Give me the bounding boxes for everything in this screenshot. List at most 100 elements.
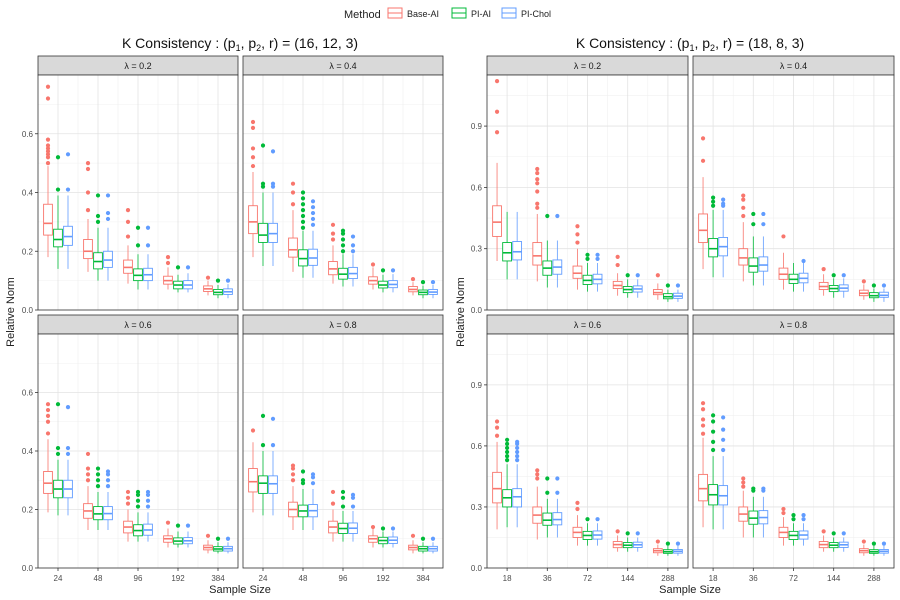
outlier-c0-f3-pi-chol-2-0 <box>350 504 356 509</box>
outlier-c1-f2-base-ai-1-2 <box>535 468 540 473</box>
box-body-c1-f3-base-ai-0 <box>698 473 708 502</box>
outlier-c1-f2-pi-chol-0-0 <box>515 458 520 463</box>
box-c0-f0-base-ai-2 <box>123 208 133 284</box>
box-c0-f1-base-ai-2 <box>328 222 338 284</box>
outlier-c0-f0-base-ai-0-0 <box>45 161 51 166</box>
outlier-c1-f1-base-ai-1-0 <box>741 213 746 219</box>
box-c0-f1-pi-chol-2 <box>348 234 358 287</box>
legend-label-base-ai: Base-AI <box>407 9 439 19</box>
box-c1-f1-pi-ai-3 <box>828 273 839 298</box>
outlier-c1-f3-base-ai-4-0 <box>861 539 866 544</box>
facet-border-c1-f0 <box>486 74 689 311</box>
outlier-c1-f0-pi-ai-2-0 <box>585 256 590 262</box>
outlier-c0-f2-pi-ai-0-1 <box>55 445 61 451</box>
facet-strip-label-c1-f1: λ = 0.4 <box>780 61 807 71</box>
box-c1-f0-pi-chol-1 <box>552 213 563 288</box>
box-c0-f2-pi-ai-1 <box>93 466 103 530</box>
y-tick-label-c0-f0-1: 0.2 <box>22 247 34 256</box>
outlier-c0-f0-base-ai-1-2 <box>85 166 91 172</box>
outlier-c0-f3-pi-ai-0-0 <box>260 443 266 448</box>
outlier-c0-f2-base-ai-3-0 <box>165 520 171 525</box>
outlier-c0-f1-base-ai-0-2 <box>250 146 256 151</box>
outlier-c0-f2-pi-ai-1-0 <box>95 484 101 489</box>
box-c1-f1-pi-ai-0 <box>708 195 718 278</box>
outlier-c0-f1-pi-chol-4-0 <box>430 279 436 285</box>
outlier-c1-f0-pi-ai-2-1 <box>585 252 590 257</box>
outlier-c1-f0-base-ai-3-0 <box>615 262 620 268</box>
chart-title-right-prefix: K Consistency : (p <box>576 35 690 51</box>
box-c1-f1-base-ai-4 <box>858 279 869 300</box>
chart-title-left-prefix: K Consistency : (p <box>122 35 236 51</box>
outlier-c0-f2-pi-chol-2-3 <box>145 489 151 495</box>
chart-title-right: K Consistency : (p1, p2, r) = (18, 8, 3) <box>576 35 804 53</box>
outlier-c1-f0-base-ai-3-1 <box>615 254 620 259</box>
outlier-c1-f2-pi-chol-4-0 <box>675 541 681 546</box>
outlier-c1-f2-pi-ai-4-0 <box>665 541 671 546</box>
outlier-c0-f0-base-ai-0-1 <box>45 155 51 160</box>
facet-panel-c0-f3: λ = 0.8 24 48 96 192 384 <box>242 314 444 583</box>
box-c1-f2-base-ai-4 <box>652 539 663 556</box>
outlier-c1-f2-base-ai-1-0 <box>535 476 540 481</box>
outlier-c0-f2-pi-ai-2-1 <box>135 498 141 503</box>
outlier-c0-f1-pi-chol-2-1 <box>350 243 356 248</box>
box-c1-f0-base-ai-4 <box>652 273 663 300</box>
outlier-c0-f3-base-ai-4-0 <box>410 533 416 538</box>
outlier-c0-f1-pi-ai-2-2 <box>340 237 346 242</box>
outlier-c1-f1-base-ai-1-3 <box>741 193 746 198</box>
facet-strip-label-c0-f1: λ = 0.4 <box>329 61 356 71</box>
outlier-c0-f3-pi-chol-1-0 <box>310 481 316 486</box>
box-body-c1-f0-base-ai-2 <box>572 265 583 279</box>
box-c0-f3-pi-chol-4 <box>428 536 438 554</box>
outlier-c0-f3-base-ai-1-3 <box>290 463 296 468</box>
outlier-c0-f1-pi-ai-1-5 <box>300 196 306 201</box>
box-c1-f1-pi-ai-4 <box>869 283 879 302</box>
y-tick-label-c1-f2-1: 0.3 <box>471 503 483 512</box>
box-c0-f2-pi-ai-4 <box>213 536 223 554</box>
outlier-c0-f1-pi-ai-1-1 <box>300 219 306 224</box>
x-tick-label-c0-f2-1: 48 <box>94 574 103 583</box>
x-tick-label-c1-f3-3: 144 <box>827 574 841 583</box>
outlier-c0-f1-pi-ai-0-2 <box>260 143 266 148</box>
x-tick-label-c1-f3-1: 36 <box>749 574 758 583</box>
outlier-c0-f0-base-ai-2-0 <box>125 234 131 239</box>
outlier-c0-f0-pi-chol-2-0 <box>145 243 151 248</box>
box-c0-f2-base-ai-0 <box>43 402 53 513</box>
outlier-c0-f2-pi-chol-0-1 <box>65 445 71 451</box>
outlier-c0-f2-pi-chol-3-0 <box>185 523 191 528</box>
facet-panels: λ = 0.2 0.0 0.2 0.4 0.6 λ = 0.4 λ = 0.6 0.0 0.2 0… <box>22 55 895 583</box>
box-c1-f1-pi-ai-2 <box>788 263 799 292</box>
box-c0-f1-pi-chol-3 <box>388 268 398 293</box>
box-c0-f0-base-ai-0 <box>43 84 53 258</box>
outlier-c0-f2-pi-chol-2-2 <box>145 492 151 497</box>
outlier-c1-f1-pi-chol-3-0 <box>841 273 846 278</box>
box-c1-f1-pi-chol-1 <box>758 211 769 286</box>
outlier-c1-f3-base-ai-0-3 <box>700 407 706 412</box>
outlier-c0-f1-base-ai-1-0 <box>290 202 296 207</box>
outlier-c1-f1-pi-ai-1-0 <box>751 222 756 227</box>
outlier-c1-f1-pi-chol-0-2 <box>721 197 726 202</box>
outlier-c0-f3-pi-ai-4-0 <box>420 536 426 541</box>
facet-panel-c0-f1: λ = 0.4 <box>242 55 444 311</box>
outlier-c1-f2-base-ai-3-0 <box>615 529 620 534</box>
box-body-c0-f3-base-ai-0 <box>248 468 258 493</box>
outlier-c1-f3-base-ai-2-1 <box>781 506 786 512</box>
outlier-c0-f0-base-ai-0-4 <box>45 146 51 151</box>
outlier-c1-f0-base-ai-1-5 <box>535 170 540 176</box>
box-c0-f3-pi-ai-3 <box>378 526 388 548</box>
facet-strip-label-c1-f3: λ = 0.8 <box>780 320 807 330</box>
box-c1-f0-pi-ai-2 <box>582 252 593 292</box>
y-tick-label-c1-f0-0: 0.0 <box>471 306 483 315</box>
box-c0-f1-pi-ai-1 <box>298 190 308 278</box>
x-tick-label-c0-f2-3: 192 <box>171 574 185 583</box>
outlier-c0-f2-pi-ai-1-1 <box>95 478 101 483</box>
facet-panel-c1-f1: λ = 0.4 <box>692 55 895 311</box>
box-c0-f3-pi-ai-2 <box>338 489 348 542</box>
outlier-c0-f0-pi-ai-0-0 <box>55 187 61 192</box>
facet-strip-label-c1-f2: λ = 0.6 <box>574 320 601 330</box>
outlier-c1-f1-base-ai-1-2 <box>741 197 746 202</box>
legend: Method Base-AI PI-AI PI-Chol <box>344 7 551 21</box>
facet-strip-label-c1-f0: λ = 0.2 <box>574 61 601 71</box>
outlier-c0-f1-pi-chol-0-1 <box>270 181 276 186</box>
box-c1-f0-base-ai-3 <box>612 254 623 296</box>
box-c1-f3-pi-chol-0 <box>718 415 729 530</box>
